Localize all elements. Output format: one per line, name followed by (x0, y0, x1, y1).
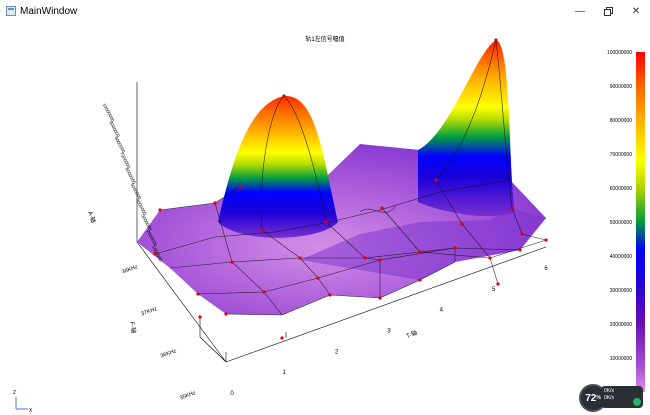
mesh-point (196, 292, 200, 296)
colorbar-tick-label: 90000000 (610, 84, 632, 90)
z-tick-label: 10000000 (102, 102, 116, 122)
x-tick-label: 4 (440, 308, 444, 314)
surface-peak-2 (418, 40, 515, 217)
colorbar-tick-label: 70000000 (610, 152, 632, 158)
mesh-point (378, 258, 382, 262)
z-tick-label: 7000000 (119, 151, 132, 169)
x-tick-label: 3 (387, 329, 391, 335)
minimize-button[interactable]: — (566, 0, 594, 22)
mesh-point (158, 208, 162, 212)
mesh-point (324, 220, 328, 224)
mesh-point (213, 201, 217, 205)
axis-marker-z: Z (13, 390, 16, 396)
mesh-point (316, 276, 320, 280)
z-axis-label: A-轴 (86, 210, 98, 224)
chart-canvas[interactable]: 轨1左信号幅值 (0, 22, 650, 415)
y-tick-label: 38KHz (121, 264, 139, 275)
y-axis-label: F-轴 (128, 321, 138, 334)
app-icon (6, 6, 16, 16)
window-titlebar: MainWindow — ✕ (0, 0, 650, 22)
axis-marker-x: X (29, 408, 33, 414)
mesh-point (453, 246, 457, 250)
upload-speed: 0K/s (604, 388, 615, 394)
x-axis-label: T-轴 (405, 328, 418, 339)
colorbar-tick-label: 100000000 (607, 50, 632, 56)
minimize-icon: — (575, 5, 585, 17)
close-button[interactable]: ✕ (622, 0, 650, 22)
z-tick-label: 9000000 (108, 120, 121, 138)
colorbar-tick-label: 80000000 (610, 118, 632, 124)
y-tick-label: 36KHz (160, 348, 178, 359)
restore-icon (603, 6, 613, 16)
status-dot-icon (633, 398, 641, 406)
colorbar-tick-label: 10000000 (610, 356, 632, 362)
colorbar-tick-label: 40000000 (610, 254, 632, 260)
mesh-point (520, 232, 524, 236)
mesh-point (380, 206, 384, 210)
mesh-point (298, 256, 302, 260)
mesh-point (378, 296, 382, 300)
mesh-point (434, 178, 438, 182)
z-tick-label: 6000000 (124, 167, 137, 185)
mesh-point (198, 315, 202, 319)
mesh-point (363, 256, 367, 260)
x-tick-label: 2 (335, 349, 339, 355)
colorbar-tick-label: 20000000 (610, 322, 632, 328)
z-tick-label: 5000000 (130, 182, 143, 200)
colorbar-tick-label: 30000000 (610, 288, 632, 294)
mesh-point (494, 38, 498, 42)
mesh-point (496, 282, 500, 286)
mesh-point (282, 94, 286, 98)
mesh-point (224, 312, 228, 316)
download-speed: 0K/s (604, 395, 615, 401)
mesh-point (544, 238, 548, 242)
mesh-point (488, 256, 492, 260)
colorbar-tick-label: 60000000 (610, 186, 632, 192)
close-icon: ✕ (631, 5, 641, 17)
mesh-point (328, 293, 332, 297)
chart-title: 轨1左信号幅值 (305, 37, 345, 43)
mesh-point (230, 260, 234, 264)
restore-button[interactable] (594, 0, 622, 22)
cpu-percent-value: 72 (585, 392, 597, 404)
mesh-point (418, 278, 422, 282)
colorbar (636, 52, 645, 392)
mesh-point (260, 228, 264, 232)
mesh-point (280, 336, 284, 340)
cpu-percent-suffix: % (596, 395, 601, 401)
mesh-point (418, 250, 422, 254)
surface-blue-band (300, 208, 546, 280)
x-tick-label: 1 (283, 370, 287, 376)
mesh-point (460, 222, 464, 226)
network-speed-widget[interactable]: 0K/s 0K/s (601, 386, 643, 408)
window-title: MainWindow (20, 5, 78, 17)
mesh-point (262, 290, 266, 294)
drop-lines (199, 317, 287, 363)
y-tick-label: 35KHz (179, 390, 197, 401)
mesh-point (238, 185, 242, 189)
x-tick-label: 0 (230, 391, 234, 397)
axes-orientation-marker (15, 397, 28, 410)
x-tick-label: 5 (492, 287, 496, 293)
z-tick-label: 8000000 (114, 136, 127, 154)
colorbar-tick-label: 50000000 (610, 220, 632, 226)
y-tick-label: 37KHz (140, 306, 158, 317)
surface-peak-1 (218, 95, 338, 238)
mesh-point (510, 206, 514, 210)
mesh-point (153, 252, 157, 256)
mesh-point (518, 248, 522, 252)
x-tick-label: 6 (544, 266, 548, 272)
surface-plot[interactable]: Z X T-轴 F-轴 A-轴 0 1 2 3 4 5 6 35KHz 36KHz 37KHz 38… (0, 22, 650, 415)
